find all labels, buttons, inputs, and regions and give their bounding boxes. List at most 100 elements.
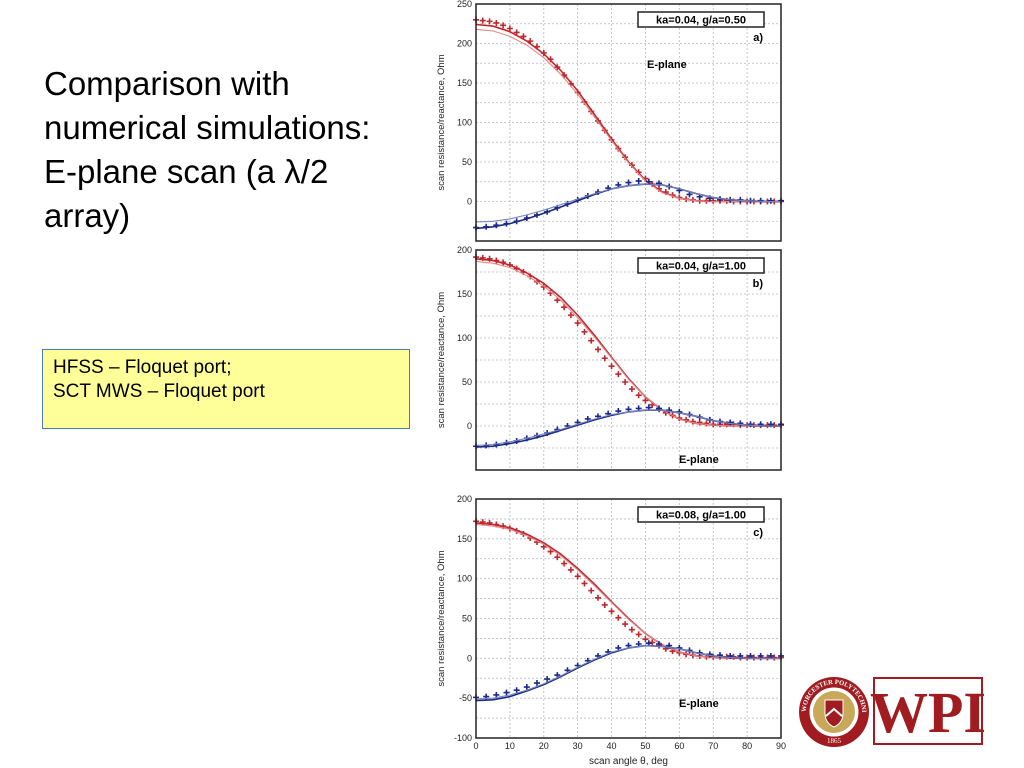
data-point-marker — [601, 601, 608, 608]
data-point-marker — [737, 420, 744, 427]
y-tick-label: 250 — [457, 0, 472, 9]
reactance-line — [475, 645, 781, 700]
plot-frame — [475, 249, 782, 471]
wpi-logo: WORCESTER POLYTECHNIC INSTITUTE 1865 WPI — [798, 676, 984, 747]
parameter-label: ka=0.08, g/a=1.00 — [656, 510, 746, 522]
data-point-marker — [588, 587, 595, 594]
data-point-marker — [771, 422, 778, 429]
y-tick-label: 100 — [457, 574, 472, 584]
data-point-marker — [642, 397, 649, 404]
y-axis-label: scan resistance/reactance, Ohm — [436, 292, 447, 428]
x-tick-label: 80 — [742, 741, 752, 751]
data-point-marker — [503, 689, 510, 696]
y-tick-label: 50 — [462, 614, 472, 624]
data-point-marker — [479, 17, 486, 24]
chart-panel: -100 -50 0 50 100 150 200 0 10 20 30 40 50 60 70 80 90 ka… — [436, 494, 786, 767]
data-point-marker — [635, 631, 642, 638]
y-tick-label: 200 — [457, 39, 472, 49]
title-line: Comparison with — [44, 65, 290, 102]
title-line: numerical simulations: — [44, 109, 371, 146]
title-line: array) — [44, 197, 131, 234]
parameter-box — [637, 506, 765, 523]
y-tick-label: -100 — [454, 733, 472, 743]
y-tick-label: 200 — [457, 494, 472, 504]
wpi-wordmark-frame — [873, 677, 983, 745]
y-tick-label: 0 — [467, 197, 472, 207]
chart-panel: 0 50 100 150 200 ka=0.04, g/a=1.00 b) E-plane sc… — [436, 245, 784, 471]
seal-year: 1865 — [827, 737, 842, 745]
data-point-marker — [540, 283, 547, 290]
data-point-marker — [595, 594, 601, 601]
data-point-marker — [581, 328, 588, 335]
data-point-marker — [547, 548, 554, 555]
data-point-marker — [554, 554, 561, 561]
reactance-markers — [473, 640, 784, 701]
data-point-marker — [628, 386, 635, 393]
data-point-marker — [561, 304, 568, 311]
y-tick-label: 0 — [467, 421, 472, 431]
data-point-marker — [574, 320, 581, 327]
parameter-box — [637, 257, 765, 274]
data-point-marker — [608, 608, 615, 615]
e-plane-annotation: E-plane — [647, 59, 687, 71]
data-point-marker — [622, 379, 629, 385]
data-point-marker — [615, 614, 622, 621]
data-point-marker — [493, 691, 500, 698]
data-point-marker — [615, 371, 622, 378]
data-point-marker — [595, 346, 601, 353]
data-point-marker — [635, 177, 642, 184]
y-tick-label: 50 — [462, 157, 472, 167]
data-point-marker — [601, 355, 608, 362]
data-point-marker — [500, 22, 507, 29]
y-tick-label: 100 — [457, 333, 472, 343]
data-point-marker — [506, 25, 513, 32]
data-point-marker — [747, 421, 754, 428]
y-tick-label: 0 — [467, 653, 472, 663]
x-axis-label: scan angle θ, deg — [589, 756, 668, 767]
y-axis-label: scan resistance/reactance, Ohm — [436, 54, 447, 190]
y-tick-label: 150 — [457, 289, 472, 299]
panel-label: a) — [753, 32, 763, 44]
panel-label: b) — [753, 278, 764, 290]
data-point-marker — [581, 580, 588, 587]
parameter-label: ka=0.04, g/a=1.00 — [656, 261, 746, 273]
reactance-line — [475, 409, 781, 446]
resistance-line — [475, 260, 781, 427]
y-tick-label: 150 — [457, 534, 472, 544]
x-tick-label: 20 — [539, 741, 549, 751]
y-tick-label: 150 — [457, 78, 472, 88]
x-tick-label: 10 — [505, 741, 515, 751]
y-tick-label: 50 — [462, 377, 472, 387]
y-tick-label: 200 — [457, 245, 472, 255]
data-point-marker — [764, 422, 771, 429]
data-point-marker — [588, 337, 595, 344]
x-tick-label: 50 — [640, 741, 650, 751]
data-point-marker — [567, 312, 574, 319]
panel-label: c) — [753, 527, 763, 539]
data-point-marker — [554, 297, 561, 304]
data-point-marker — [574, 573, 581, 580]
data-point-marker — [561, 560, 568, 567]
plot-frame — [475, 3, 782, 242]
note-line: HFSS – Floquet port; — [53, 357, 232, 378]
title-line: E-plane scan (a λ/2 — [44, 153, 329, 190]
y-axis-label: scan resistance/reactance, Ohm — [436, 550, 447, 686]
note-line: SCT MWS – Floquet port — [53, 381, 265, 402]
data-point-marker — [513, 29, 520, 36]
y-tick-label: 100 — [457, 118, 472, 128]
x-tick-label: 0 — [473, 741, 478, 751]
reactance-line — [475, 183, 781, 223]
e-plane-annotation: E-plane — [679, 454, 719, 466]
seal-chevron-icon — [825, 707, 843, 717]
plot-frame — [475, 498, 782, 739]
y-tick-label: -50 — [459, 693, 472, 703]
x-tick-label: 70 — [708, 741, 718, 751]
x-tick-label: 40 — [607, 741, 617, 751]
data-point-marker — [513, 687, 520, 694]
data-point-marker — [523, 684, 530, 691]
data-point-marker — [567, 566, 574, 573]
data-point-marker — [628, 626, 635, 633]
x-tick-label: 60 — [674, 741, 684, 751]
wpi-wordmark: WPI — [870, 680, 984, 745]
